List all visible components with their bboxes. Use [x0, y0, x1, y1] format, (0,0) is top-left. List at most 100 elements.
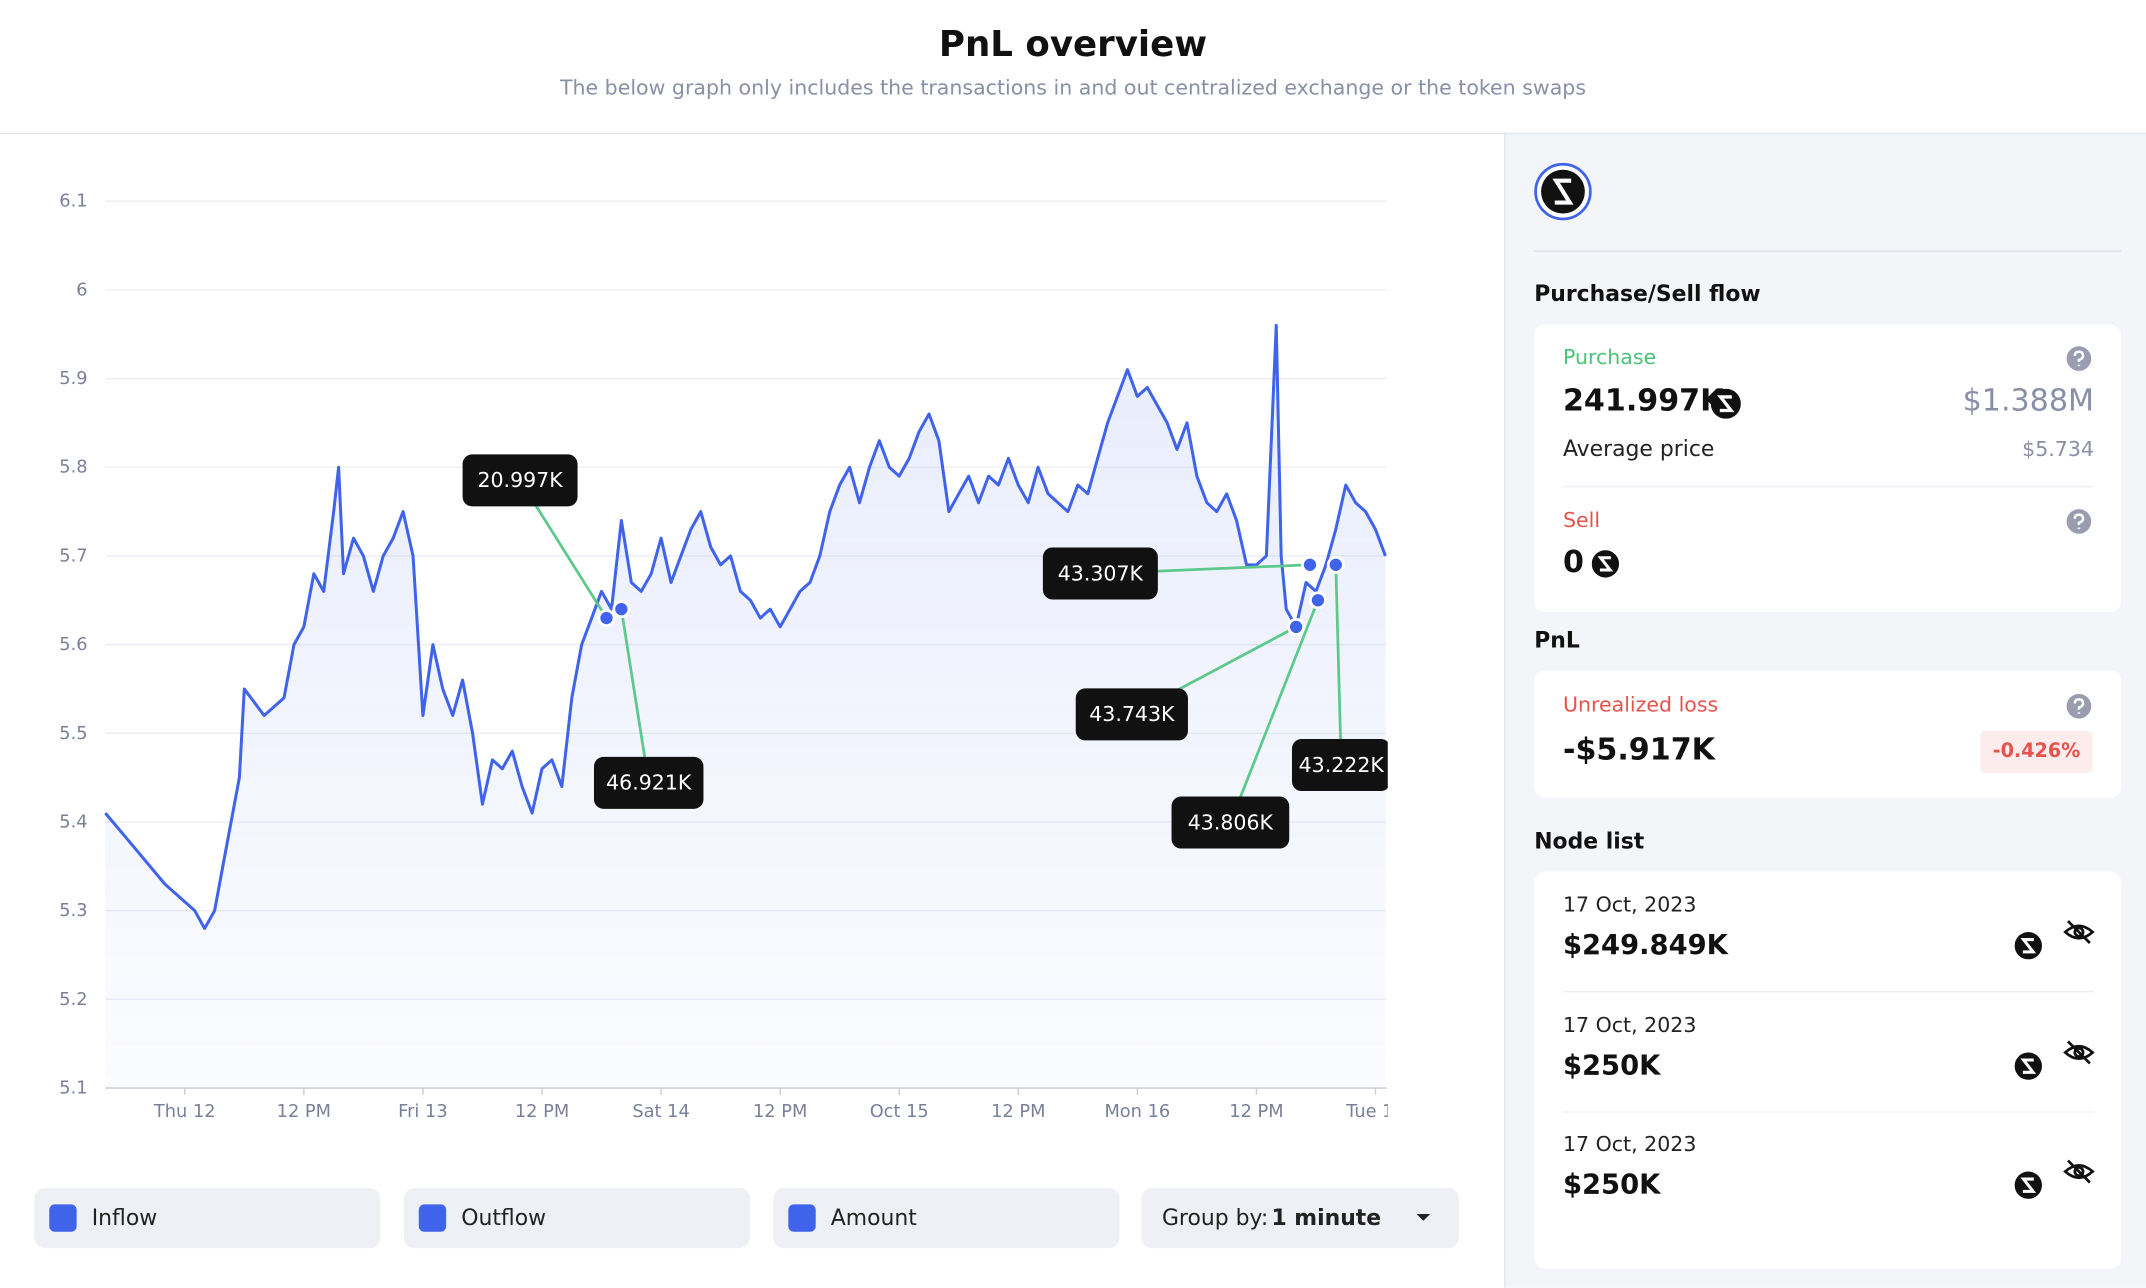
y-tick-label: 5.6 — [59, 634, 87, 655]
hide-icon[interactable] — [2063, 1158, 2096, 1185]
label-box — [593, 756, 704, 809]
x-tick-label: Oct 15 — [870, 1101, 929, 1122]
purchase-label: Purchase — [1562, 344, 1657, 370]
connector — [1229, 599, 1320, 824]
eye — [2063, 1159, 2095, 1184]
y-tick-label: 5.2 — [59, 989, 87, 1010]
label-box — [1291, 739, 1391, 792]
node-usd: $250K — [1562, 1167, 1661, 1201]
node-date: 17 Oct, 2023 — [1562, 1012, 1697, 1037]
amount-toggle[interactable]: Amount — [773, 1187, 1120, 1249]
help-icon[interactable] — [2065, 345, 2092, 372]
node-date: 17 Oct, 2023 — [1562, 892, 1697, 917]
price-line — [104, 323, 1387, 930]
help-icon[interactable] — [2065, 508, 2092, 535]
section-title: PnL — [1534, 626, 1580, 653]
area — [105, 325, 1386, 1089]
hide-icon[interactable] — [2063, 918, 2096, 945]
annotation-label: 43.307K — [1058, 561, 1144, 585]
x-tick-label: 12 PM — [277, 1101, 331, 1122]
x-tick-label: Sat 14 — [632, 1101, 689, 1122]
token-icon — [1591, 550, 1620, 578]
icon-glyph — [1597, 556, 1614, 572]
avg-price: $5.734 — [2022, 436, 2094, 462]
icon-glyph — [2020, 1177, 2037, 1193]
label-box — [1171, 796, 1290, 849]
annotation-label: 43.806K — [1188, 810, 1274, 834]
annotation-label: 20.997K — [477, 468, 563, 492]
help-bg — [2066, 509, 2092, 534]
label-box — [462, 454, 578, 507]
pnl-label: Unrealized loss — [1562, 692, 1719, 718]
outflow-toggle[interactable]: Outflow — [403, 1187, 751, 1249]
transaction-dot — [1287, 617, 1306, 636]
sell-amount: 0 — [1562, 546, 1584, 581]
x-tick-label: 12 PM — [1229, 1101, 1283, 1122]
annotation-label: 43.743K — [1089, 702, 1175, 726]
token-icon — [1710, 388, 1741, 419]
section-title: Node list — [1534, 828, 1645, 855]
connector — [1334, 564, 1343, 766]
token-logo — [1534, 162, 1592, 221]
help-glyph — [2073, 350, 2085, 367]
transaction-dot — [612, 600, 631, 619]
x-tick-label: Thu 12 — [153, 1101, 216, 1122]
label-box — [1075, 688, 1188, 741]
chart: 5.1 5.2 5.3 5.4 5.5 5.6 5.7 5.8 5.9 6 6.1 Thu 12 12 … — [59, 134, 1503, 1154]
eye — [2063, 1039, 2095, 1064]
x-tick-label: Mon 16 — [1104, 1101, 1170, 1122]
hide-icon[interactable] — [2063, 1038, 2096, 1065]
subtitle: The below graph only includes the transa… — [559, 75, 1587, 100]
label: Outflow — [461, 1204, 547, 1231]
y-tick-label: 5.4 — [59, 811, 87, 832]
avg-label: Average price — [1562, 435, 1715, 462]
divider — [1534, 250, 2122, 252]
group-value: 1 minute — [1271, 1204, 1382, 1231]
header — [0, 0, 2146, 135]
label: Inflow — [91, 1204, 158, 1231]
inflow-toggle[interactable]: Inflow — [34, 1187, 381, 1249]
purchase-usd: $1.388M — [1962, 384, 2094, 419]
x-tick-label: Fri 13 — [398, 1101, 447, 1122]
annotation-label: 43.222K — [1299, 753, 1385, 777]
icon-glyph — [2020, 1057, 2037, 1074]
x-tick-label: 12 PM — [753, 1101, 807, 1122]
y-tick-label: 5.7 — [59, 545, 87, 566]
help-icon[interactable] — [2065, 693, 2092, 720]
transaction-dot — [597, 609, 616, 627]
section-title: Purchase/Sell flow — [1534, 280, 1761, 307]
annotation-label: 46.921K — [606, 771, 692, 795]
y-tick-label: 6.1 — [59, 191, 87, 212]
title: PnL overview — [938, 24, 1208, 66]
y-tick-label: 5.3 — [59, 900, 87, 921]
sell-label: Sell — [1562, 507, 1601, 533]
token-icon — [2014, 1051, 2042, 1080]
divider — [1562, 485, 2094, 488]
y-tick-label: 5.8 — [59, 457, 87, 478]
y-tick-label: 5.1 — [59, 1078, 87, 1099]
token-icon — [2014, 1171, 2042, 1199]
divider — [1562, 990, 2094, 993]
group-select[interactable]: Group by: 1 minute — [1141, 1187, 1459, 1249]
label-box — [1042, 547, 1158, 600]
help-bg — [2066, 346, 2092, 371]
transaction-dot — [1326, 555, 1345, 574]
flow-card — [1534, 324, 2122, 612]
transaction-dot — [1309, 591, 1327, 610]
icon-glyph — [2020, 938, 2037, 954]
help-glyph — [2073, 513, 2085, 529]
help-glyph — [2073, 698, 2085, 714]
label: Amount — [830, 1204, 917, 1231]
transaction-dot — [1301, 555, 1319, 574]
token-icon — [2014, 932, 2042, 960]
pnl-amount: -$5.917K — [1562, 733, 1715, 768]
caret — [1416, 1213, 1431, 1221]
purchase-amount: 241.997K — [1562, 384, 1724, 419]
clip-edge — [1387, 134, 1503, 1154]
help-bg — [2066, 693, 2092, 719]
node-usd: $250K — [1562, 1047, 1661, 1081]
group-label: Group by: — [1161, 1204, 1269, 1231]
y-tick-label: 5.9 — [59, 368, 87, 389]
